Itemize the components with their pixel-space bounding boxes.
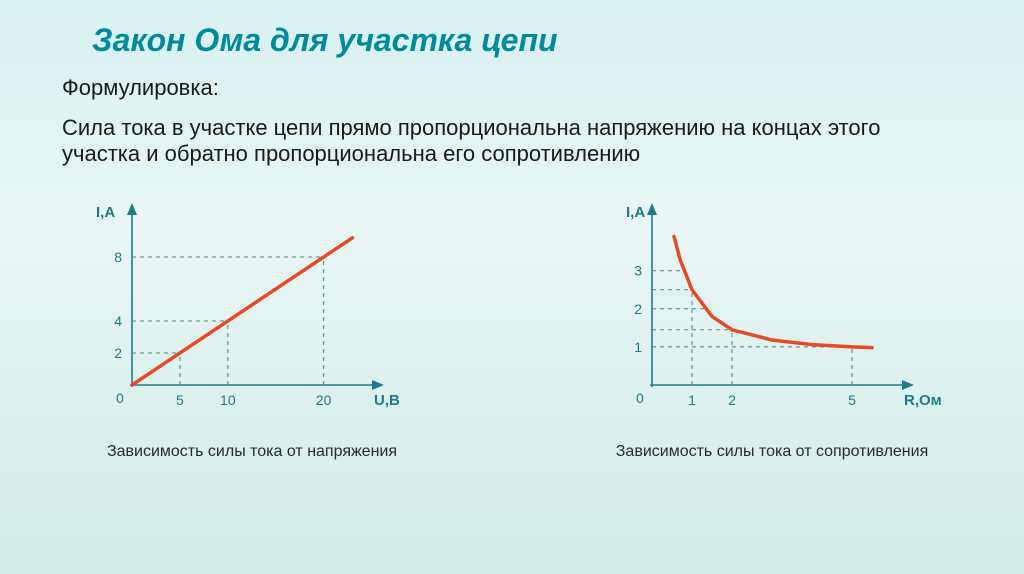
svg-text:2: 2 <box>114 345 122 361</box>
subtitle: Формулировка: <box>0 59 1024 101</box>
svg-text:1: 1 <box>634 339 642 355</box>
svg-text:5: 5 <box>848 392 856 408</box>
svg-text:20: 20 <box>316 392 332 408</box>
svg-text:R,Ом: R,Ом <box>904 392 942 409</box>
svg-text:5: 5 <box>176 392 184 408</box>
svg-text:0: 0 <box>636 390 644 406</box>
svg-text:8: 8 <box>114 249 122 265</box>
svg-text:3: 3 <box>634 263 642 279</box>
chart1-caption: Зависимость силы тока от напряжения <box>107 443 397 461</box>
chart2-wrap: I,A R,Ом 0 1 2 3 1 2 5 Зависимость силы тока от … <box>582 185 962 461</box>
chart2-caption: Зависимость силы тока от сопротивления <box>616 443 928 461</box>
body-text: Сила тока в участке цепи прямо пропорцио… <box>0 101 1024 167</box>
svg-text:10: 10 <box>220 392 236 408</box>
svg-text:0: 0 <box>116 390 124 406</box>
page-title: Закон Ома для участка цепи <box>0 0 1024 59</box>
charts-row: I,AU,B024851020 Зависимость силы тока от… <box>0 167 1024 461</box>
svg-text:I,A: I,A <box>96 204 115 221</box>
chart1-svg: I,A U,B 0 2 4 8 5 10 20 <box>62 185 442 425</box>
svg-text:U,B: U,B <box>374 392 400 409</box>
svg-text:2: 2 <box>634 301 642 317</box>
svg-text:2: 2 <box>728 392 736 408</box>
chart2-svg: I,A R,Ом 0 1 2 3 1 2 5 <box>582 185 962 425</box>
svg-text:I,A: I,A <box>626 204 645 221</box>
svg-text:1: 1 <box>688 392 696 408</box>
chart1-wrap: I,A U,B 0 2 4 8 5 10 20 Зависимость силы тока от… <box>62 185 442 461</box>
svg-text:4: 4 <box>114 313 122 329</box>
